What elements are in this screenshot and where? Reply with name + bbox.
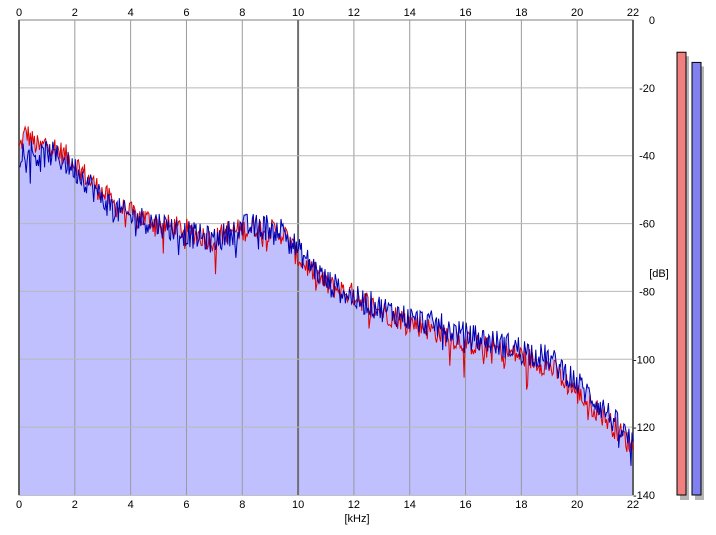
spectrum-line-red: [18, 125, 634, 453]
y-tick-label: -140: [633, 490, 655, 502]
y-tick-label: -100: [633, 354, 655, 366]
y-tick-label: -120: [633, 422, 655, 434]
x-tick-label-top: 14: [404, 7, 416, 19]
spectrum-line-blue: [18, 140, 634, 466]
x-tick-label-top: 18: [515, 7, 527, 19]
x-tick-label-bottom: 18: [515, 499, 527, 511]
x-tick-label-top: 16: [459, 7, 471, 19]
y-tick-label: -40: [639, 151, 655, 163]
x-tick-label-bottom: 12: [348, 499, 360, 511]
spectrum-fill-layer: [19, 126, 633, 496]
x-tick-labels-bottom: 0 2 4 6 8 10 12 14 16 18 20 22: [16, 499, 639, 511]
series-layer: [18, 125, 634, 466]
x-tick-label-bottom: 0: [16, 499, 22, 511]
meter-right: [691, 61, 702, 496]
x-tick-label-bottom: 16: [459, 499, 471, 511]
y-tick-label: -80: [639, 286, 655, 298]
x-tick-label-top: 22: [627, 7, 639, 19]
x-tick-label-bottom: 6: [183, 499, 189, 511]
x-tick-label-top: 10: [292, 7, 304, 19]
x-tick-label-top: 6: [183, 7, 189, 19]
x-tick-label-bottom: 8: [239, 499, 245, 511]
y-tick-label: 0: [649, 15, 655, 27]
y-axis-label: [dB]: [649, 268, 669, 280]
spectrum-fill: [19, 126, 633, 496]
x-tick-label-top: 8: [239, 7, 245, 19]
y-tick-label: -20: [639, 83, 655, 95]
y-tick-labels: 0 -20 -40 -60 -80 -100 -120 -140: [633, 15, 655, 502]
x-tick-label-top: 0: [16, 7, 22, 19]
x-tick-label-top: 2: [72, 7, 78, 19]
x-tick-label-top: 4: [128, 7, 134, 19]
x-tick-labels-top: 0 2 4 6 8 10 12 14 16 18 20 22: [16, 7, 639, 19]
x-tick-label-bottom: 4: [128, 499, 134, 511]
y-tick-label: -60: [639, 219, 655, 231]
x-tick-label-bottom: 2: [72, 499, 78, 511]
meter-left: [676, 51, 687, 496]
x-tick-label-bottom: 10: [292, 499, 304, 511]
grid-layer: [18, 20, 634, 495]
level-meters: [676, 51, 704, 501]
x-tick-label-bottom: 14: [404, 499, 416, 511]
x-tick-label-top: 20: [571, 7, 583, 19]
x-tick-label-bottom: 22: [627, 499, 639, 511]
x-axis-label: [kHz]: [344, 513, 369, 525]
x-tick-label-top: 12: [348, 7, 360, 19]
x-tick-label-bottom: 20: [571, 499, 583, 511]
